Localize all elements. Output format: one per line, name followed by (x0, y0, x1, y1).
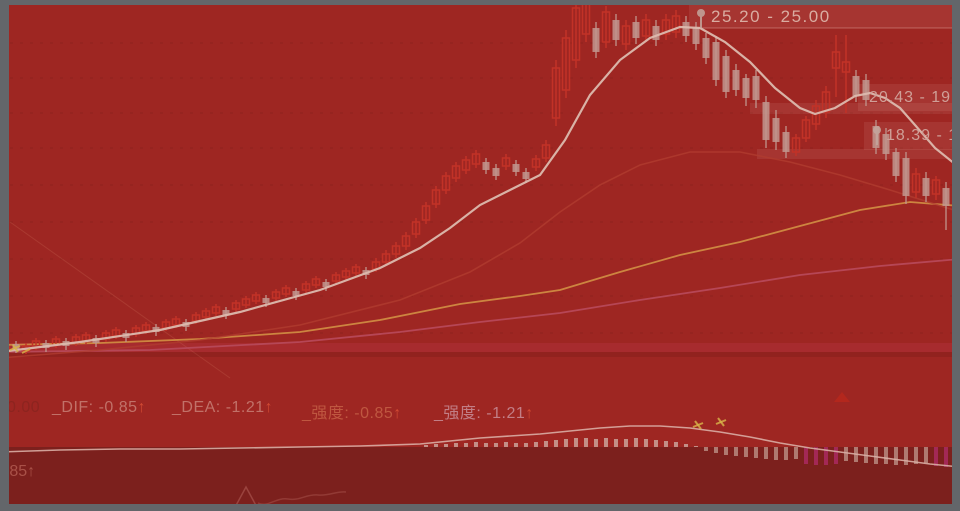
dif-value-label: _DIF: -0.85↑ (52, 399, 147, 416)
up-arrow-icon: ↑ (264, 399, 274, 416)
up-arrow-icon: ↑ (393, 405, 402, 422)
zero-axis-label: 0.00 (7, 399, 41, 416)
price-range-label-top: 25.20 - 25.00 (711, 7, 831, 26)
price-range-label-low: 18.39 - 1 (886, 127, 959, 144)
strength1-value-label: _强度: -0.85↑ (302, 405, 402, 422)
dea-value-label: _DEA: -1.21↑ (172, 399, 274, 416)
pin-marker-icon (873, 126, 881, 145)
strength2-value-label: _强度: -1.21↑ (434, 405, 534, 422)
indicator-value-row: 0.00 _DIF: -0.85↑ _DEA: -1.21↑ _强度: -0.8… (0, 399, 960, 422)
price-range-label-mid: 20.43 - 19 (869, 89, 952, 106)
red-signal-triangle-icon (834, 392, 850, 402)
corner-indicator-value: 0.85↑ (0, 463, 36, 480)
pin-marker-icon (697, 9, 705, 28)
up-arrow-icon: ↑ (525, 405, 534, 422)
up-arrow-icon: ↑ (137, 399, 147, 416)
